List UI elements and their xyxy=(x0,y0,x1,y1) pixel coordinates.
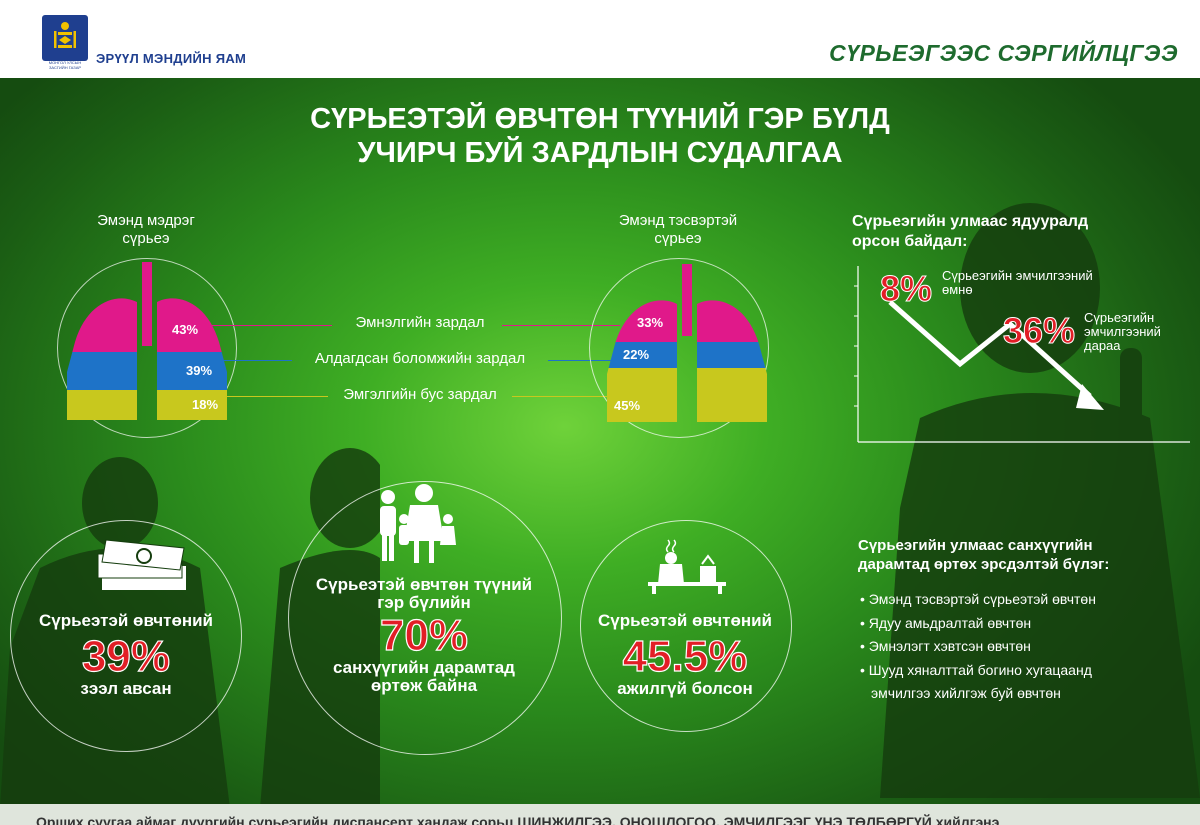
poverty-title-line2: орсон байдал: xyxy=(852,233,968,250)
nonmedical-connector-left xyxy=(222,396,328,397)
footer-bar: Орших суугаа аймаг дүүргийн сүрьеэгийн д… xyxy=(0,804,1200,825)
risk-group-title-line1: Сүрьеэгийн улмаас санхүүгийн xyxy=(858,537,1093,554)
unemployment-stat-value: 45.5% xyxy=(622,631,748,681)
down-arrow-icon xyxy=(1076,384,1104,410)
label-hospital-cost: Эмнэлгийн зардал xyxy=(355,314,485,331)
main-title-line2: УЧИРЧ БУЙ ЗАРДЛЫН СУДАЛГАА xyxy=(357,137,843,169)
loan-stat-line2: зээл авсан xyxy=(80,679,172,698)
poverty-before-label: Сүрьеэгийн эмчилгээний өмнө xyxy=(942,269,1093,297)
risk-group-title: Сүрьеэгийн улмаас санхүүгийн дарамтад өр… xyxy=(858,536,1109,574)
left-lung-chart xyxy=(67,262,227,420)
unemployed-person-icon xyxy=(648,539,726,594)
family-stat-line1: Сүрьеэтэй өвчтөн түүний xyxy=(315,575,533,594)
main-title-line1: СҮРЬЕЭТЭЙ ӨВЧТӨН ТҮҮНИЙ ГЭР БҮЛД xyxy=(310,103,890,135)
logo-caption-bottom: ЗАСГИЙН ГАЗАР xyxy=(48,65,82,70)
risk-group-list: Эмэнд тэсвэртэй сүрьеэтэй өвчтөн Ядуу ам… xyxy=(860,588,1096,706)
loan-stat-value: 39% xyxy=(81,631,171,681)
poverty-after-label-line2: эмчилгээний xyxy=(1084,324,1161,339)
right-lung-chart xyxy=(607,264,767,422)
left-lung-heading-line1: Эмэнд мэдрэг xyxy=(97,212,195,229)
poverty-trend-chart xyxy=(854,266,1190,443)
unemployment-stat-circle xyxy=(580,520,792,732)
hospital-connector-right xyxy=(502,325,620,326)
left-trachea xyxy=(142,262,152,346)
main-panel: СҮРЬЕЭТЭЙ ӨВЧТӨН ТҮҮНИЙ ГЭР БҮЛД УЧИРЧ Б… xyxy=(0,78,1200,804)
left-lost-pct: 39% xyxy=(186,363,213,378)
left-hospital-pct: 43% xyxy=(172,322,199,337)
right-lung-nonmedical-band xyxy=(607,368,767,422)
poverty-after-value: 36% xyxy=(1002,310,1076,352)
family-stat-value: 70% xyxy=(379,610,469,660)
list-item: Ядуу амьдралтай өвчтөн xyxy=(860,612,1096,636)
soyombo-icon xyxy=(54,22,76,48)
loan-stat-circle xyxy=(10,520,242,752)
right-lung-heading: Эмэнд тэсвэртэй сүрьеэ xyxy=(578,212,778,248)
right-trachea xyxy=(682,264,692,336)
risk-group-title-line2: дарамтад өртөх эрсдэлтэй бүлэг: xyxy=(858,556,1110,573)
family-stat-line2: гэр бүлийн xyxy=(377,593,471,612)
poverty-title: Сүрьеэгийн улмаас ядууралд орсон байдал: xyxy=(852,212,1088,252)
poverty-after-label: Сүрьеэгийн эмчилгээний дараа xyxy=(1084,311,1161,353)
left-nonmedical-pct: 18% xyxy=(192,397,219,412)
lost-connector-left xyxy=(218,360,292,361)
left-lung-circle xyxy=(57,258,237,438)
list-item: Эмнэлэгт хэвтсэн өвчтөн xyxy=(860,635,1096,659)
family-icon xyxy=(380,484,456,563)
poverty-trend-line xyxy=(888,300,1092,398)
list-item: Шууд хяналттай богино хугацаанд xyxy=(860,659,1096,683)
unemployment-stat-line1: Сүрьеэтэй өвчтөний xyxy=(597,611,772,630)
poverty-before-label-line2: өмнө xyxy=(942,282,973,297)
label-nonmedical-cost: Эмгэлгийн бус зардал xyxy=(343,386,497,403)
right-lost-pct: 22% xyxy=(623,347,650,362)
ministry-name: ЭРҮҮЛ МЭНДИЙН ЯАМ xyxy=(96,51,247,66)
left-lung-heading-line2: сүрьеэ xyxy=(122,230,170,247)
loan-stat-line1: Сүрьеэтэй өвчтөний xyxy=(38,611,213,630)
right-lung-heading-line1: Эмэнд тэсвэртэй xyxy=(618,212,738,229)
poverty-after-label-line1: Сүрьеэгийн xyxy=(1084,310,1155,325)
lost-connector-right xyxy=(548,360,616,361)
label-lost-opportunity: Алдагдсан боломжийн зардал xyxy=(314,350,526,367)
right-lung-heading-line2: сүрьеэ xyxy=(654,230,702,247)
logo-caption: МОНГОЛ УЛСЫН ЗАСГИЙН ГАЗАР xyxy=(42,60,88,70)
right-nonmedical-pct: 45% xyxy=(614,398,641,413)
family-stat-line4: өртөж байна xyxy=(370,676,478,695)
state-emblem-logo xyxy=(42,15,88,61)
list-item: Эмэнд тэсвэртэй сүрьеэтэй өвчтөн xyxy=(860,588,1096,612)
hospital-connector-left xyxy=(210,325,332,326)
poverty-title-line1: Сүрьеэгийн улмаас ядууралд xyxy=(852,213,1089,230)
footer-text: Орших суугаа аймаг дүүргийн сүрьеэгийн д… xyxy=(36,814,1000,825)
left-lung-heading: Эмэнд мэдрэг сүрьеэ xyxy=(46,212,246,248)
family-stat-circle xyxy=(288,481,562,755)
family-stat-line3: санхүүгийн дарамтад xyxy=(333,658,515,677)
poverty-before-label-line1: Сүрьеэгийн эмчилгээний xyxy=(942,268,1093,283)
header-bar: МОНГОЛ УЛСЫН ЗАСГИЙН ГАЗАР ЭРҮҮЛ МЭНДИЙН… xyxy=(0,0,1200,78)
money-stack-icon xyxy=(97,539,186,590)
poverty-after-label-line3: дараа xyxy=(1084,338,1121,353)
nonmedical-connector-right xyxy=(512,396,612,397)
list-item-continuation: эмчилгээ хийлгэж буй өвчтөн xyxy=(871,685,1061,701)
right-lung-circle xyxy=(589,258,769,438)
right-hospital-pct: 33% xyxy=(637,315,664,330)
campaign-brand: СҮРЬЕЭГЭЭС СЭРГИЙЛЦГЭЭ xyxy=(829,40,1178,66)
unemployment-stat-line2: ажилгүй болсон xyxy=(617,679,753,698)
logo-caption-top: МОНГОЛ УЛСЫН xyxy=(48,60,82,65)
poverty-before-value: 8% xyxy=(879,268,933,310)
